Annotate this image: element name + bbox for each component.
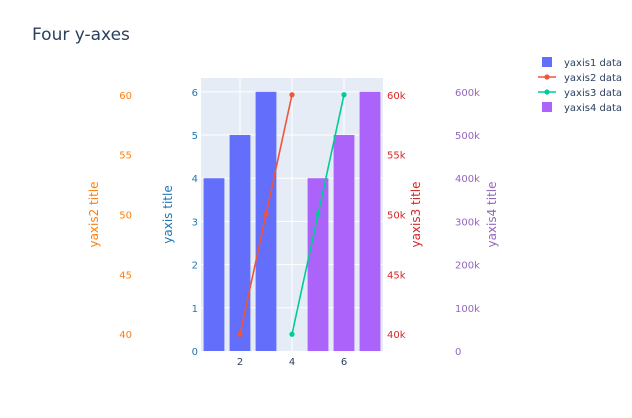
y-tick-label: 60 <box>119 91 132 102</box>
x-tick-label: 4 <box>289 357 295 368</box>
legend-marker <box>544 89 550 95</box>
x-tick-label: 6 <box>341 357 347 368</box>
y-tick-label: 2 <box>192 261 198 272</box>
y-tick-label: 6 <box>192 88 198 99</box>
data-point <box>237 331 243 337</box>
bar <box>255 91 277 351</box>
x-tick-label: 2 <box>237 357 243 368</box>
legend-label: yaxis4 data <box>564 103 622 114</box>
y-tick-label: 55 <box>119 151 132 162</box>
y-tick-label: 55k <box>387 151 406 162</box>
legend-item[interactable]: yaxis2 data <box>538 73 622 84</box>
legend-label: yaxis1 data <box>564 58 622 69</box>
y-tick-label: 60k <box>387 91 406 102</box>
legend-label: yaxis3 data <box>564 88 622 99</box>
y-tick-label: 400k <box>455 174 480 185</box>
y-tick-label: 5 <box>192 131 198 142</box>
bar <box>359 91 381 351</box>
legend[interactable]: yaxis1 data yaxis2 data yaxis3 data yaxis4 … <box>538 57 622 114</box>
y-tick-label: 200k <box>455 261 480 272</box>
y-tick-label: 100k <box>455 304 480 315</box>
y-tick-label: 50k <box>387 211 406 222</box>
bar <box>229 135 251 351</box>
bar <box>203 178 225 351</box>
data-point <box>289 331 295 337</box>
y-axis-title: yaxis2 title <box>87 181 101 247</box>
bar <box>307 178 329 351</box>
legend-item[interactable]: yaxis4 data <box>542 102 622 114</box>
y-tick-label: 45k <box>387 270 406 281</box>
legend-marker <box>544 74 550 80</box>
y-tick-label: 500k <box>455 131 480 142</box>
data-point <box>263 211 269 218</box>
data-marks <box>203 91 381 351</box>
y-tick-label: 1 <box>192 304 198 315</box>
data-point <box>341 92 347 98</box>
data-point <box>289 92 295 98</box>
y-tick-label: 40k <box>387 330 406 341</box>
y-tick-label: 300k <box>455 217 480 228</box>
y-tick-label: 4 <box>192 174 198 185</box>
chart-title: Four y-axes <box>32 25 130 45</box>
y-tick-label: 40 <box>119 330 132 341</box>
bar <box>333 135 355 351</box>
y-axis-title: yaxis3 title <box>409 181 423 247</box>
data-point <box>315 211 321 218</box>
y-axis-title: yaxis title <box>161 185 175 243</box>
y-tick-label: 3 <box>192 217 198 228</box>
y-tick-label: 0 <box>192 347 198 358</box>
legend-swatch <box>542 102 552 112</box>
y-axis-title: yaxis4 title <box>485 181 499 247</box>
legend-item[interactable]: yaxis3 data <box>538 88 622 99</box>
legend-swatch <box>542 57 552 67</box>
y-tick-label: 50 <box>119 211 132 222</box>
y-tick-label: 45 <box>119 270 132 281</box>
legend-item[interactable]: yaxis1 data <box>542 57 622 69</box>
legend-label: yaxis2 data <box>564 73 622 84</box>
y-tick-label: 0 <box>455 347 461 358</box>
y-tick-label: 600k <box>455 88 480 99</box>
